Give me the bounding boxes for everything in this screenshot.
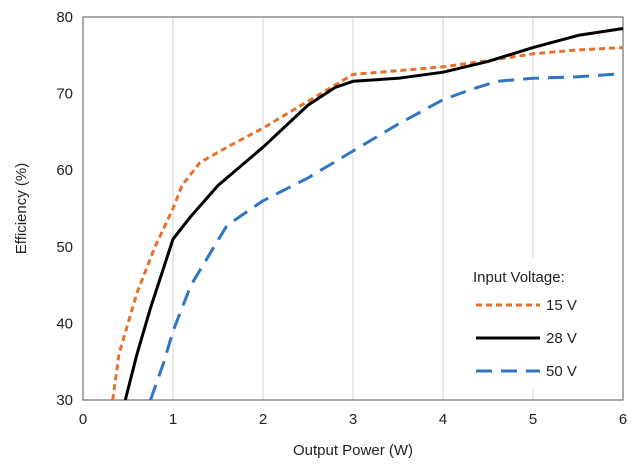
legend-items: 15 V 28 V 50 V <box>476 297 577 380</box>
y-tick-label: 80 <box>56 9 73 26</box>
y-axis-label: Efficiency (%) <box>13 163 30 254</box>
legend-background <box>462 258 612 388</box>
x-tick-label: 0 <box>79 411 87 428</box>
y-tick-label: 70 <box>56 86 73 103</box>
x-axis-label: Output Power (W) <box>293 442 413 459</box>
tick-labels: 0 1 2 3 4 5 6 30 40 50 60 70 80 <box>56 9 627 428</box>
x-tick-label: 3 <box>349 411 357 428</box>
legend-label-2: 28 V <box>546 330 577 347</box>
plot-area <box>82 16 624 401</box>
y-tick-label: 30 <box>56 392 73 409</box>
x-tick-label: 6 <box>619 411 627 428</box>
x-tick-label: 1 <box>169 411 177 428</box>
series-line-3 <box>149 72 624 401</box>
series-line-2 <box>123 27 624 401</box>
series-lines <box>111 27 624 401</box>
legend-title: Input Voltage: <box>473 269 565 286</box>
x-tick-label: 4 <box>439 411 447 428</box>
series-line-1 <box>111 46 624 401</box>
legend: Input Voltage: 15 V 28 V 50 V <box>462 258 612 388</box>
x-tick-label: 5 <box>529 411 537 428</box>
x-tick-label: 2 <box>259 411 267 428</box>
y-tick-label: 60 <box>56 162 73 179</box>
y-tick-label: 40 <box>56 315 73 332</box>
legend-label-1: 15 V <box>546 297 577 314</box>
legend-label-3: 50 V <box>546 363 577 380</box>
y-tick-label: 50 <box>56 239 73 256</box>
